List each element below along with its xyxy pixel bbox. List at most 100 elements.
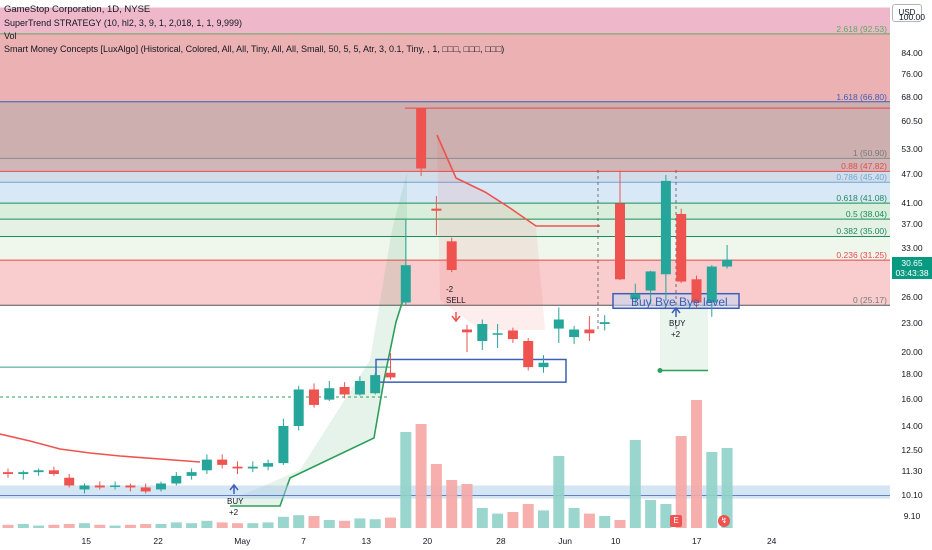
date-tick-label: 24 xyxy=(766,536,777,546)
fib-band-8 xyxy=(0,260,890,306)
volume-bar xyxy=(430,464,442,528)
fib-band-3 xyxy=(0,171,890,183)
fib-label: 0 (25.17) xyxy=(852,295,887,306)
candle-body xyxy=(94,485,105,488)
volume-bar xyxy=(568,508,580,528)
candle-body xyxy=(278,425,289,464)
supertrend-down-line-1 xyxy=(0,433,201,463)
volume-bar xyxy=(262,522,274,528)
volume-bar xyxy=(721,448,733,528)
candle-body xyxy=(630,293,641,300)
price-tick-label: 37.00 xyxy=(901,218,923,229)
volume-bar xyxy=(706,452,718,528)
price-tick-label: 53.00 xyxy=(901,144,923,154)
volume-bar xyxy=(675,436,687,528)
price-tick-label: 11.30 xyxy=(901,466,923,477)
fib-label: 0.236 (31.25) xyxy=(836,250,887,261)
price-tick-label: 84.00 xyxy=(901,48,923,58)
volume-bar xyxy=(415,424,427,528)
buy-count-2: +2 xyxy=(671,330,681,339)
fib-label: 1.618 (66.80) xyxy=(836,91,887,102)
date-tick-label: 13 xyxy=(361,536,371,546)
volume-bar xyxy=(583,513,595,528)
volume-bar xyxy=(629,440,641,528)
candle-body xyxy=(477,324,488,341)
symbol-title[interactable]: GameStop Corporation, 1D, NYSE xyxy=(4,4,151,15)
candle-body xyxy=(492,333,503,335)
supertrend-up-fill-2 xyxy=(660,302,708,371)
candle-body xyxy=(538,362,549,368)
zone-label: Buy Bye Bye level xyxy=(631,295,728,309)
supertrend-down-fill xyxy=(437,135,545,330)
volume-bar xyxy=(645,500,657,528)
lower-zone xyxy=(0,485,890,499)
candle-body xyxy=(599,322,610,324)
date-tick-label: 17 xyxy=(691,536,702,546)
volume-bar xyxy=(660,504,672,528)
candle-body xyxy=(324,388,335,400)
last-price-value: 30.65 xyxy=(901,258,923,268)
volume-bar xyxy=(201,520,213,528)
price-tick-label: 12.50 xyxy=(901,445,923,456)
dividend-icon[interactable]: ↯ xyxy=(718,515,730,527)
price-tick-label: 41.00 xyxy=(901,197,923,208)
volume-bar xyxy=(538,510,549,528)
price-tick-label: 47.00 xyxy=(901,169,923,180)
buy-arrow-1 xyxy=(229,483,239,494)
volume-bar xyxy=(33,525,45,528)
countdown-timer: 03:43:38 xyxy=(895,268,929,278)
volume-bar xyxy=(446,480,458,528)
candle-body xyxy=(79,485,90,490)
fib-label: 0.382 (35.00) xyxy=(836,226,887,237)
indicator-smc[interactable]: Smart Money Concepts [LuxAlgo] (Historic… xyxy=(4,44,505,54)
candle-body xyxy=(171,475,182,484)
volume-bar xyxy=(599,516,611,528)
fib-label: 0.88 (47.82) xyxy=(841,161,887,172)
price-tick-label: 18.00 xyxy=(901,369,923,380)
volume-bar xyxy=(48,524,60,528)
candle-body xyxy=(110,485,121,487)
candle-body xyxy=(217,459,228,465)
price-tick-label: 76.00 xyxy=(901,68,923,79)
volume-bar xyxy=(155,524,167,528)
date-tick-label: May xyxy=(234,536,251,546)
price-tick-label: 60.50 xyxy=(901,116,923,127)
candle-body xyxy=(722,259,733,267)
indicator-supertrend[interactable]: SuperTrend STRATEGY (10, hl2, 3, 9, 1, 2… xyxy=(4,18,242,28)
volume-bar xyxy=(247,523,259,528)
candle-body xyxy=(584,329,595,334)
volume-bar xyxy=(614,520,626,528)
volume-bar xyxy=(79,523,90,528)
candle-body xyxy=(263,463,274,467)
earnings-icon[interactable]: E xyxy=(670,515,682,527)
price-tick-label: 14.00 xyxy=(901,421,923,432)
candle-body xyxy=(354,380,365,395)
candle-body xyxy=(553,319,564,329)
candle-body xyxy=(339,387,350,395)
currency-button[interactable]: USD xyxy=(892,4,922,22)
volume-bar xyxy=(553,456,565,528)
candle-body xyxy=(416,108,427,169)
candle-body xyxy=(523,340,534,368)
price-tick-label: 23.00 xyxy=(901,318,923,328)
volume-bar xyxy=(277,516,289,528)
buy-label-2: BUY xyxy=(669,319,686,328)
volume-bar xyxy=(186,523,198,528)
candle-body xyxy=(33,470,44,473)
supertrend-dot xyxy=(657,368,663,374)
candle-body xyxy=(569,329,580,338)
volume-bar xyxy=(109,525,121,528)
candle-body xyxy=(48,470,59,474)
candle-body xyxy=(232,466,243,469)
candle-body xyxy=(201,459,212,471)
price-tick-label: 16.00 xyxy=(901,393,923,404)
date-tick-label: 20 xyxy=(422,536,433,546)
sell-arrow xyxy=(451,312,461,323)
date-tick-label: 7 xyxy=(301,536,306,546)
indicator-volume[interactable]: Vol xyxy=(4,31,17,41)
price-tick-label: 26.00 xyxy=(901,292,923,303)
date-tick-label: 10 xyxy=(610,536,621,546)
volume-bar xyxy=(323,520,335,528)
